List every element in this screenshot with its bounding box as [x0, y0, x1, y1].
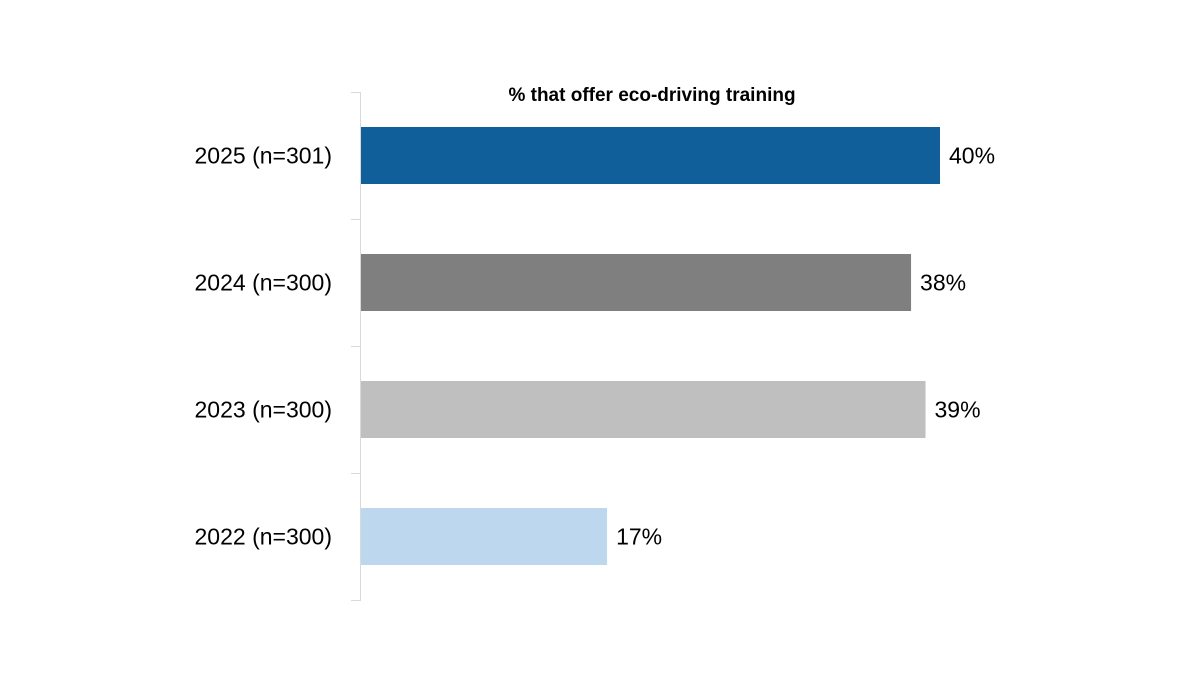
data-label: 38%: [920, 270, 966, 296]
bars: 40% 38% 39% 17%: [361, 127, 995, 565]
category-label: 2023 (n=300): [195, 397, 332, 423]
category-label: 2025 (n=301): [195, 143, 332, 169]
category-label: 2024 (n=300): [195, 270, 332, 296]
chart-title: % that offer eco-driving training: [508, 85, 795, 106]
bar: [361, 381, 926, 438]
category-axis: 2025 (n=301) 2024 (n=300) 2023 (n=300) 2022…: [195, 92, 361, 601]
bar: [361, 127, 940, 184]
bar: [361, 508, 608, 565]
category-label: 2022 (n=300): [195, 524, 332, 550]
data-label: 40%: [949, 143, 995, 169]
data-label: 39%: [935, 397, 981, 423]
data-label: 17%: [616, 524, 662, 550]
bar: [361, 254, 912, 311]
